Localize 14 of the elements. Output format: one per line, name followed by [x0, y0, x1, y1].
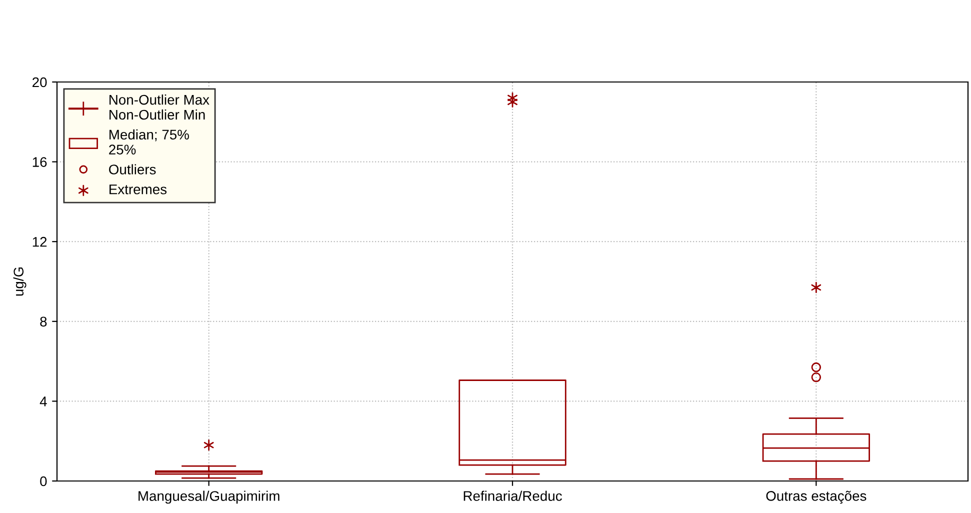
- x-tick-label: Outras estações: [766, 490, 866, 504]
- x-tick-label: Refinaria/Reduc: [464, 490, 562, 501]
- y-tick-label: 8: [40, 316, 47, 327]
- legend-label: Median; 75% 25%: [109, 129, 189, 155]
- y-tick-label: 0: [40, 476, 47, 486]
- legend-label: Extremes: [110, 184, 167, 194]
- y-tick-label: 4: [40, 396, 47, 406]
- y-tick-label: 20: [32, 77, 47, 88]
- y-tick-label: 16: [32, 157, 47, 167]
- y-tick-label: 12: [32, 236, 47, 247]
- annotation: Outliers: [109, 164, 156, 174]
- y-axis-title: ug/G: [13, 267, 26, 296]
- annotation: Non-Outlier Max Non-Outlier Min: [110, 94, 210, 120]
- x-tick-label: Manguesal/Guapimirim: [138, 490, 280, 504]
